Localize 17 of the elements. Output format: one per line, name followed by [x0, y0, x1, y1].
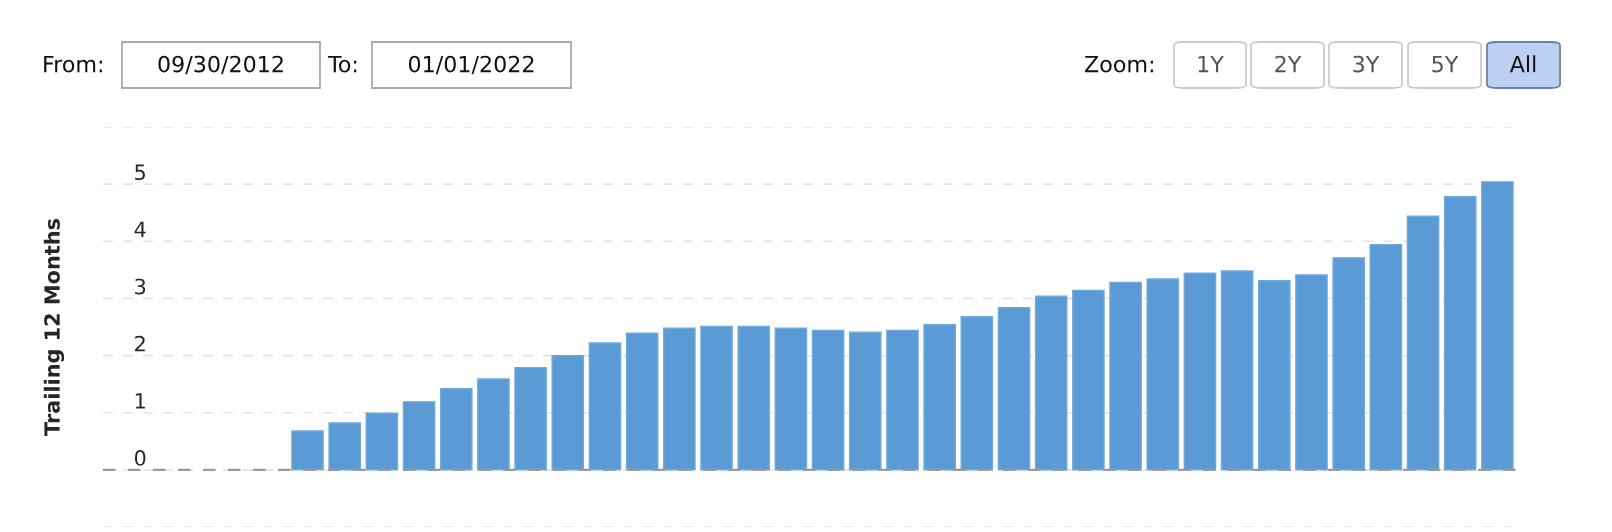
text: 3Y: [1353, 55, 1380, 73]
text: 09/30/2012: [158, 55, 283, 75]
y-tick-label: 4: [134, 221, 146, 237]
text: From:: [44, 55, 102, 73]
y-tick-label: 0: [134, 450, 146, 466]
y-tick-label: 2: [135, 335, 145, 352]
text: All: [1509, 55, 1536, 73]
y-tick-label: 1: [135, 393, 145, 409]
y-tick-label: 3: [135, 278, 146, 295]
text: 2Y: [1275, 55, 1302, 73]
text: 01/01/2022: [408, 55, 534, 75]
text: 1Y: [1198, 55, 1224, 73]
text: To:: [327, 55, 357, 73]
y-axis-title: Trailing 12 Months: [43, 218, 65, 436]
text: Zoom:: [1085, 55, 1153, 73]
y-tick-label: 5: [135, 164, 145, 181]
text: 5Y: [1432, 55, 1459, 73]
